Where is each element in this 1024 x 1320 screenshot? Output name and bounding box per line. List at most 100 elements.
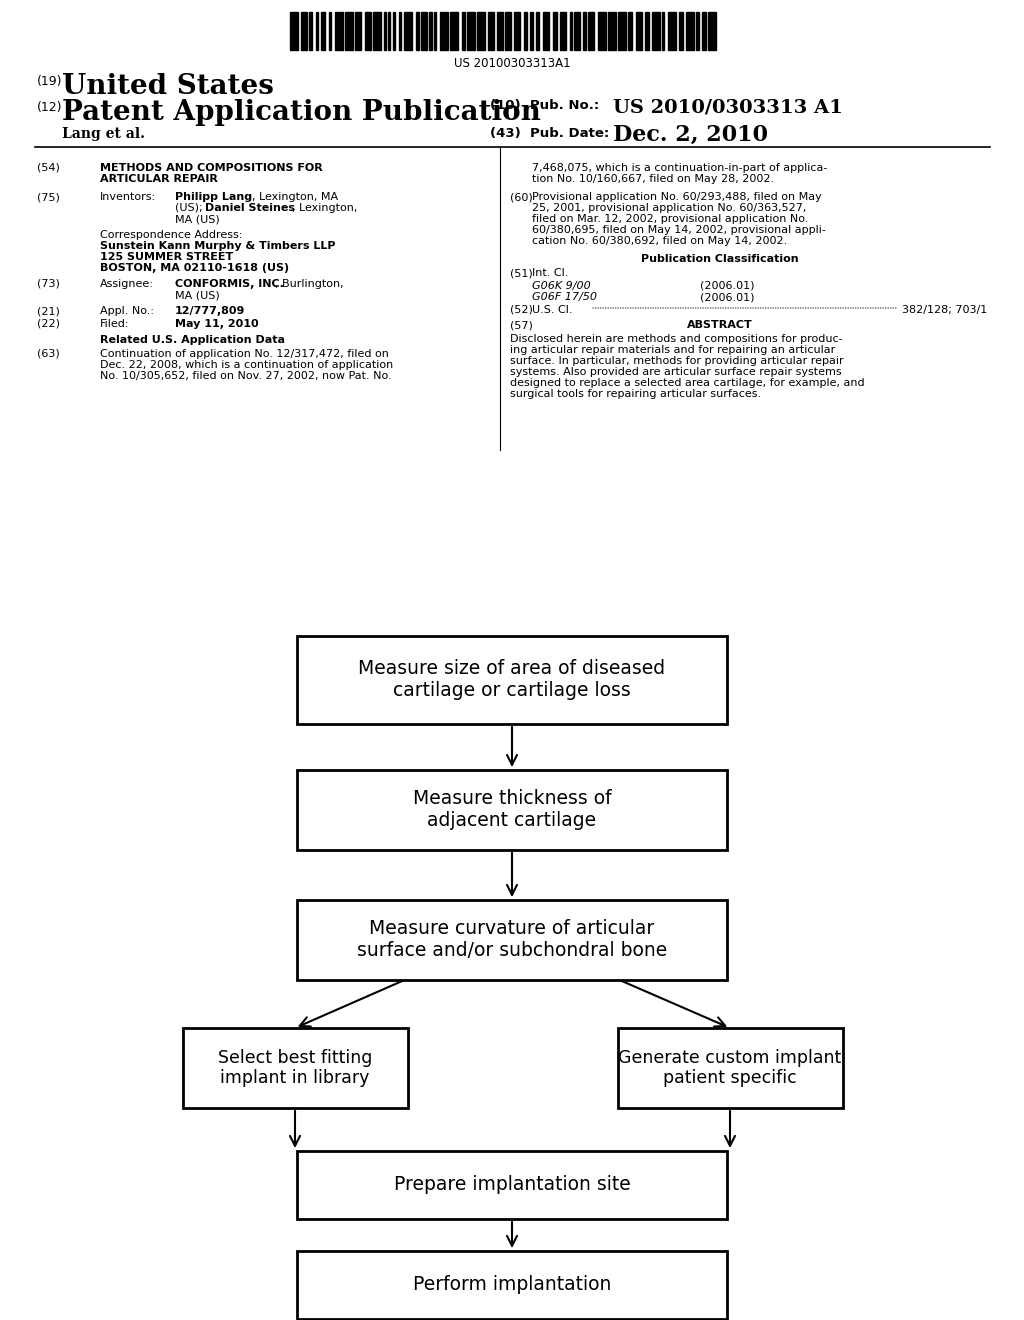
Bar xyxy=(329,12,331,50)
Text: US 2010/0303313 A1: US 2010/0303313 A1 xyxy=(613,99,843,117)
Text: (22): (22) xyxy=(37,319,60,329)
Text: Lang et al.: Lang et al. xyxy=(62,127,145,141)
Text: designed to replace a selected area cartilage, for example, and: designed to replace a selected area cart… xyxy=(510,378,864,388)
Bar xyxy=(583,12,586,50)
Text: 60/380,695, filed on May 14, 2002, provisional appli-: 60/380,695, filed on May 14, 2002, provi… xyxy=(532,224,826,235)
Text: METHODS AND COMPOSITIONS FOR: METHODS AND COMPOSITIONS FOR xyxy=(100,162,323,173)
Bar xyxy=(588,12,594,50)
Bar xyxy=(462,12,465,50)
Text: (57): (57) xyxy=(510,319,532,330)
Text: systems. Also provided are articular surface repair systems: systems. Also provided are articular sur… xyxy=(510,367,842,378)
Text: Perform implantation: Perform implantation xyxy=(413,1275,611,1295)
Bar xyxy=(335,12,343,50)
Text: US 20100303313A1: US 20100303313A1 xyxy=(454,57,570,70)
Bar xyxy=(668,12,676,50)
Text: 7,468,075, which is a continuation-in-part of applica-: 7,468,075, which is a continuation-in-pa… xyxy=(532,162,827,173)
Bar xyxy=(321,12,325,50)
Text: G06F 17/50: G06F 17/50 xyxy=(532,292,597,302)
Bar xyxy=(388,12,390,50)
Bar xyxy=(488,12,494,50)
FancyBboxPatch shape xyxy=(297,1251,727,1319)
Text: Disclosed herein are methods and compositions for produc-: Disclosed herein are methods and composi… xyxy=(510,334,843,345)
Bar xyxy=(618,12,626,50)
Bar xyxy=(434,12,436,50)
Text: ing articular repair materials and for repairing an articular: ing articular repair materials and for r… xyxy=(510,345,836,355)
Text: Measure thickness of
adjacent cartilage: Measure thickness of adjacent cartilage xyxy=(413,789,611,830)
Text: , Lexington, MA: , Lexington, MA xyxy=(252,191,338,202)
Text: (75): (75) xyxy=(37,191,59,202)
Bar xyxy=(636,12,642,50)
Bar xyxy=(393,12,395,50)
Bar xyxy=(662,12,664,50)
Text: No. 10/305,652, filed on Nov. 27, 2002, now Pat. No.: No. 10/305,652, filed on Nov. 27, 2002, … xyxy=(100,371,391,381)
Bar xyxy=(421,12,427,50)
Text: (12): (12) xyxy=(37,102,62,114)
Text: (73): (73) xyxy=(37,279,59,289)
Text: Measure size of area of diseased
cartilage or cartilage loss: Measure size of area of diseased cartila… xyxy=(358,660,666,701)
Bar xyxy=(450,12,458,50)
Bar xyxy=(365,12,371,50)
Bar xyxy=(345,12,353,50)
Text: cation No. 60/380,692, filed on May 14, 2002.: cation No. 60/380,692, filed on May 14, … xyxy=(532,236,787,246)
Text: Dec. 2, 2010: Dec. 2, 2010 xyxy=(613,124,768,147)
Text: MA (US): MA (US) xyxy=(175,290,220,300)
Bar xyxy=(399,12,401,50)
Text: (US);: (US); xyxy=(175,203,206,213)
Text: (63): (63) xyxy=(37,348,59,359)
Bar xyxy=(574,12,580,50)
Text: Dec. 22, 2008, which is a continuation of application: Dec. 22, 2008, which is a continuation o… xyxy=(100,360,393,370)
Bar xyxy=(553,12,557,50)
Bar xyxy=(524,12,527,50)
Text: MA (US): MA (US) xyxy=(175,214,220,224)
Text: (2006.01): (2006.01) xyxy=(700,292,755,302)
Text: surface. In particular, methods for providing articular repair: surface. In particular, methods for prov… xyxy=(510,356,844,366)
Bar xyxy=(416,12,419,50)
Bar xyxy=(536,12,539,50)
FancyBboxPatch shape xyxy=(297,1151,727,1218)
Text: Provisional application No. 60/293,488, filed on May: Provisional application No. 60/293,488, … xyxy=(532,191,821,202)
Bar xyxy=(543,12,549,50)
Bar xyxy=(530,12,534,50)
Text: BOSTON, MA 02110-1618 (US): BOSTON, MA 02110-1618 (US) xyxy=(100,263,289,273)
Bar xyxy=(309,12,312,50)
Text: (19): (19) xyxy=(37,75,62,88)
Text: May 11, 2010: May 11, 2010 xyxy=(175,319,259,329)
Text: (21): (21) xyxy=(37,306,59,315)
Text: , Burlington,: , Burlington, xyxy=(275,279,344,289)
Bar xyxy=(290,12,298,50)
Text: , Lexington,: , Lexington, xyxy=(292,203,357,213)
Text: tion No. 10/160,667, filed on May 28, 2002.: tion No. 10/160,667, filed on May 28, 20… xyxy=(532,174,774,183)
Bar xyxy=(477,12,485,50)
Text: filed on Mar. 12, 2002, provisional application No.: filed on Mar. 12, 2002, provisional appl… xyxy=(532,214,808,224)
Bar xyxy=(429,12,432,50)
Bar xyxy=(316,12,318,50)
Bar xyxy=(560,12,566,50)
Bar xyxy=(467,12,475,50)
FancyBboxPatch shape xyxy=(297,636,727,723)
Text: Filed:: Filed: xyxy=(100,319,129,329)
Bar xyxy=(570,12,572,50)
Bar xyxy=(686,12,694,50)
Bar xyxy=(708,12,716,50)
Bar xyxy=(373,12,381,50)
Text: Philipp Lang: Philipp Lang xyxy=(175,191,252,202)
Text: U.S. Cl.: U.S. Cl. xyxy=(532,305,572,315)
Text: Sunstein Kann Murphy & Timbers LLP: Sunstein Kann Murphy & Timbers LLP xyxy=(100,242,336,251)
Text: Patent Application Publication: Patent Application Publication xyxy=(62,99,541,125)
Bar xyxy=(702,12,706,50)
Bar xyxy=(608,12,616,50)
Text: Related U.S. Application Data: Related U.S. Application Data xyxy=(100,335,285,345)
Text: Assignee:: Assignee: xyxy=(100,279,154,289)
Text: (52): (52) xyxy=(510,305,532,315)
Bar xyxy=(514,12,520,50)
Text: ARTICULAR REPAIR: ARTICULAR REPAIR xyxy=(100,174,218,183)
FancyBboxPatch shape xyxy=(182,1028,408,1107)
Text: (2006.01): (2006.01) xyxy=(700,281,755,290)
Text: 12/777,809: 12/777,809 xyxy=(175,306,246,315)
Text: 125 SUMMER STREET: 125 SUMMER STREET xyxy=(100,252,233,261)
Text: (51): (51) xyxy=(510,268,532,279)
Text: (60): (60) xyxy=(510,191,532,202)
Text: Select best fitting
implant in library: Select best fitting implant in library xyxy=(218,1048,372,1088)
Bar xyxy=(598,12,606,50)
FancyBboxPatch shape xyxy=(297,900,727,979)
